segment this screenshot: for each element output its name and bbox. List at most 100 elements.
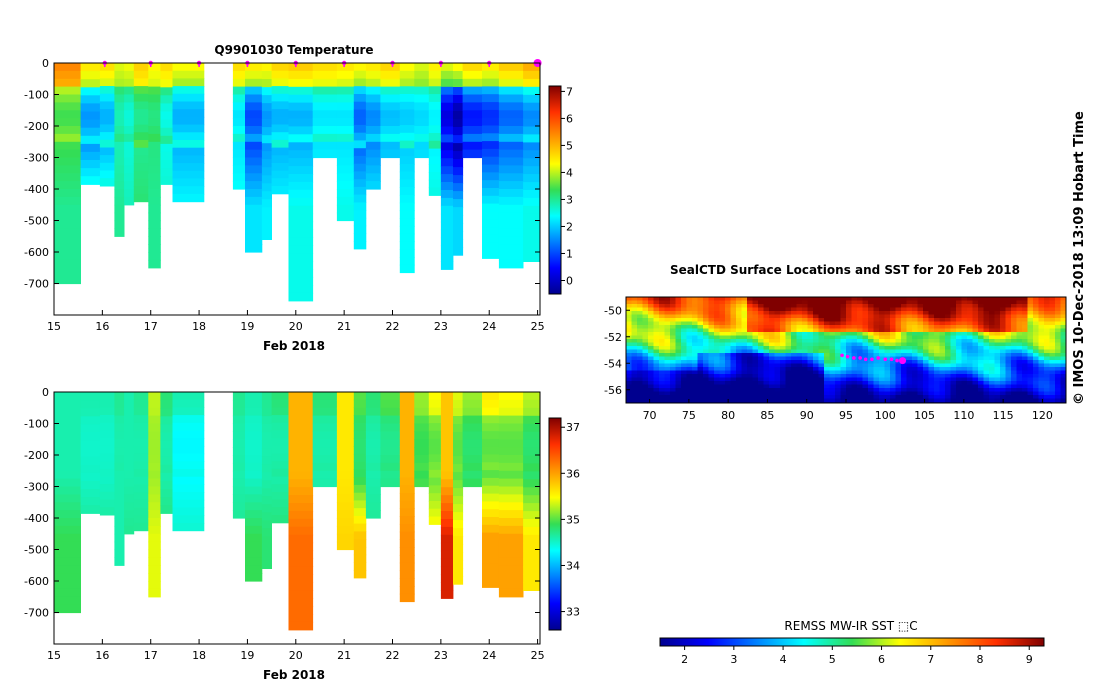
sst-cell bbox=[758, 391, 764, 396]
sst-cell bbox=[835, 353, 841, 357]
sst-cell bbox=[989, 353, 995, 357]
sst-cell bbox=[670, 360, 676, 364]
profile-cell bbox=[336, 399, 355, 409]
sst-cell bbox=[664, 388, 671, 392]
profile-cell bbox=[365, 502, 381, 511]
sst-cell bbox=[983, 395, 990, 399]
profile-cell bbox=[380, 423, 401, 432]
sst-cell bbox=[1027, 349, 1034, 354]
profile-cell bbox=[428, 469, 442, 479]
profile-cell bbox=[54, 204, 81, 214]
sst-cell bbox=[983, 384, 990, 389]
sst-cell bbox=[978, 395, 984, 399]
sst-cell bbox=[736, 349, 742, 354]
profile-cell bbox=[148, 549, 161, 558]
sst-cell bbox=[890, 318, 896, 322]
sst-cell bbox=[994, 374, 1001, 378]
profile-cell bbox=[498, 470, 524, 480]
salinity-x-label: Feb 2018 bbox=[263, 668, 325, 682]
sst-cell bbox=[862, 349, 869, 354]
sst-cell bbox=[967, 311, 973, 315]
sst-cell bbox=[945, 332, 951, 336]
profile-cell bbox=[114, 181, 125, 190]
sst-cell bbox=[807, 395, 814, 399]
sst-cell bbox=[950, 314, 957, 319]
sst-cell bbox=[945, 297, 951, 301]
sst-cell bbox=[659, 300, 665, 305]
sst-cell bbox=[703, 374, 709, 378]
sst-cell bbox=[956, 381, 962, 385]
profile-cell bbox=[245, 63, 263, 72]
sst-cell bbox=[928, 332, 935, 336]
profile-cell bbox=[380, 118, 401, 127]
sst-cell bbox=[1049, 353, 1056, 357]
profile-cell bbox=[124, 102, 135, 111]
sst-cell bbox=[1033, 356, 1039, 361]
profile-cell bbox=[261, 175, 272, 184]
profile-cell bbox=[336, 141, 355, 151]
sst-cell bbox=[1016, 388, 1023, 392]
sst-cell bbox=[862, 353, 869, 357]
sst-cell bbox=[747, 314, 753, 319]
profile-cell bbox=[523, 407, 541, 417]
sst-cell bbox=[670, 297, 676, 301]
profile-cell bbox=[482, 431, 500, 440]
sst-cell bbox=[906, 388, 913, 392]
sst-cell bbox=[890, 388, 896, 392]
sst-cell bbox=[631, 300, 638, 305]
sst-cell bbox=[1005, 318, 1012, 322]
sst-cell bbox=[637, 353, 643, 357]
sst-cell bbox=[890, 325, 896, 329]
y-tick-label: -200 bbox=[24, 120, 49, 133]
colorbar-tick-label: 5 bbox=[566, 139, 573, 152]
sst-cell bbox=[835, 307, 841, 312]
sst-cell bbox=[857, 314, 863, 319]
sst-cell bbox=[912, 398, 918, 403]
profile-cell bbox=[99, 453, 115, 462]
profile-cell bbox=[172, 155, 205, 164]
sst-cell bbox=[1044, 318, 1050, 322]
profile-cell bbox=[261, 79, 272, 88]
sst-cell bbox=[791, 304, 797, 308]
profile-cell bbox=[114, 533, 125, 543]
profile-cell bbox=[380, 407, 401, 417]
profile-cell bbox=[133, 63, 149, 72]
profile-cell bbox=[482, 579, 500, 588]
sst-cell bbox=[648, 300, 654, 305]
profile-cell bbox=[399, 492, 415, 502]
sst-cell bbox=[637, 356, 643, 361]
sst-cell bbox=[703, 314, 709, 319]
profile-cell bbox=[124, 118, 135, 127]
sst-cell bbox=[692, 332, 698, 336]
profile-cell bbox=[172, 70, 205, 79]
sst-cell bbox=[697, 297, 704, 301]
sst-cell bbox=[917, 335, 924, 340]
profile-cell bbox=[453, 552, 464, 561]
sst-cell bbox=[884, 307, 891, 312]
sst-cell bbox=[884, 356, 891, 361]
profile-cell bbox=[261, 440, 272, 449]
sst-cell bbox=[642, 353, 649, 357]
profile-cell bbox=[54, 399, 81, 409]
profile-cell bbox=[80, 448, 101, 458]
sst-cell bbox=[851, 321, 858, 326]
sst-cell bbox=[1055, 391, 1061, 396]
sst-cell bbox=[873, 339, 880, 343]
sst-cell bbox=[934, 346, 940, 350]
sst-cell bbox=[928, 356, 935, 361]
sst-cell bbox=[703, 321, 709, 326]
sst-cell bbox=[901, 314, 907, 319]
sst-cell bbox=[675, 370, 682, 375]
sst-cell bbox=[950, 395, 957, 399]
sst-cell bbox=[1005, 307, 1012, 312]
profile-cell bbox=[80, 472, 101, 482]
sst-cell bbox=[895, 395, 902, 399]
profile-cell bbox=[440, 479, 454, 488]
sst-cell bbox=[928, 363, 935, 368]
profile-cell bbox=[365, 392, 381, 401]
profile-cell bbox=[54, 63, 81, 72]
sst-cell bbox=[945, 346, 951, 350]
profile-cell bbox=[399, 438, 415, 447]
profile-26 bbox=[482, 63, 500, 259]
sst-cell bbox=[862, 363, 869, 368]
